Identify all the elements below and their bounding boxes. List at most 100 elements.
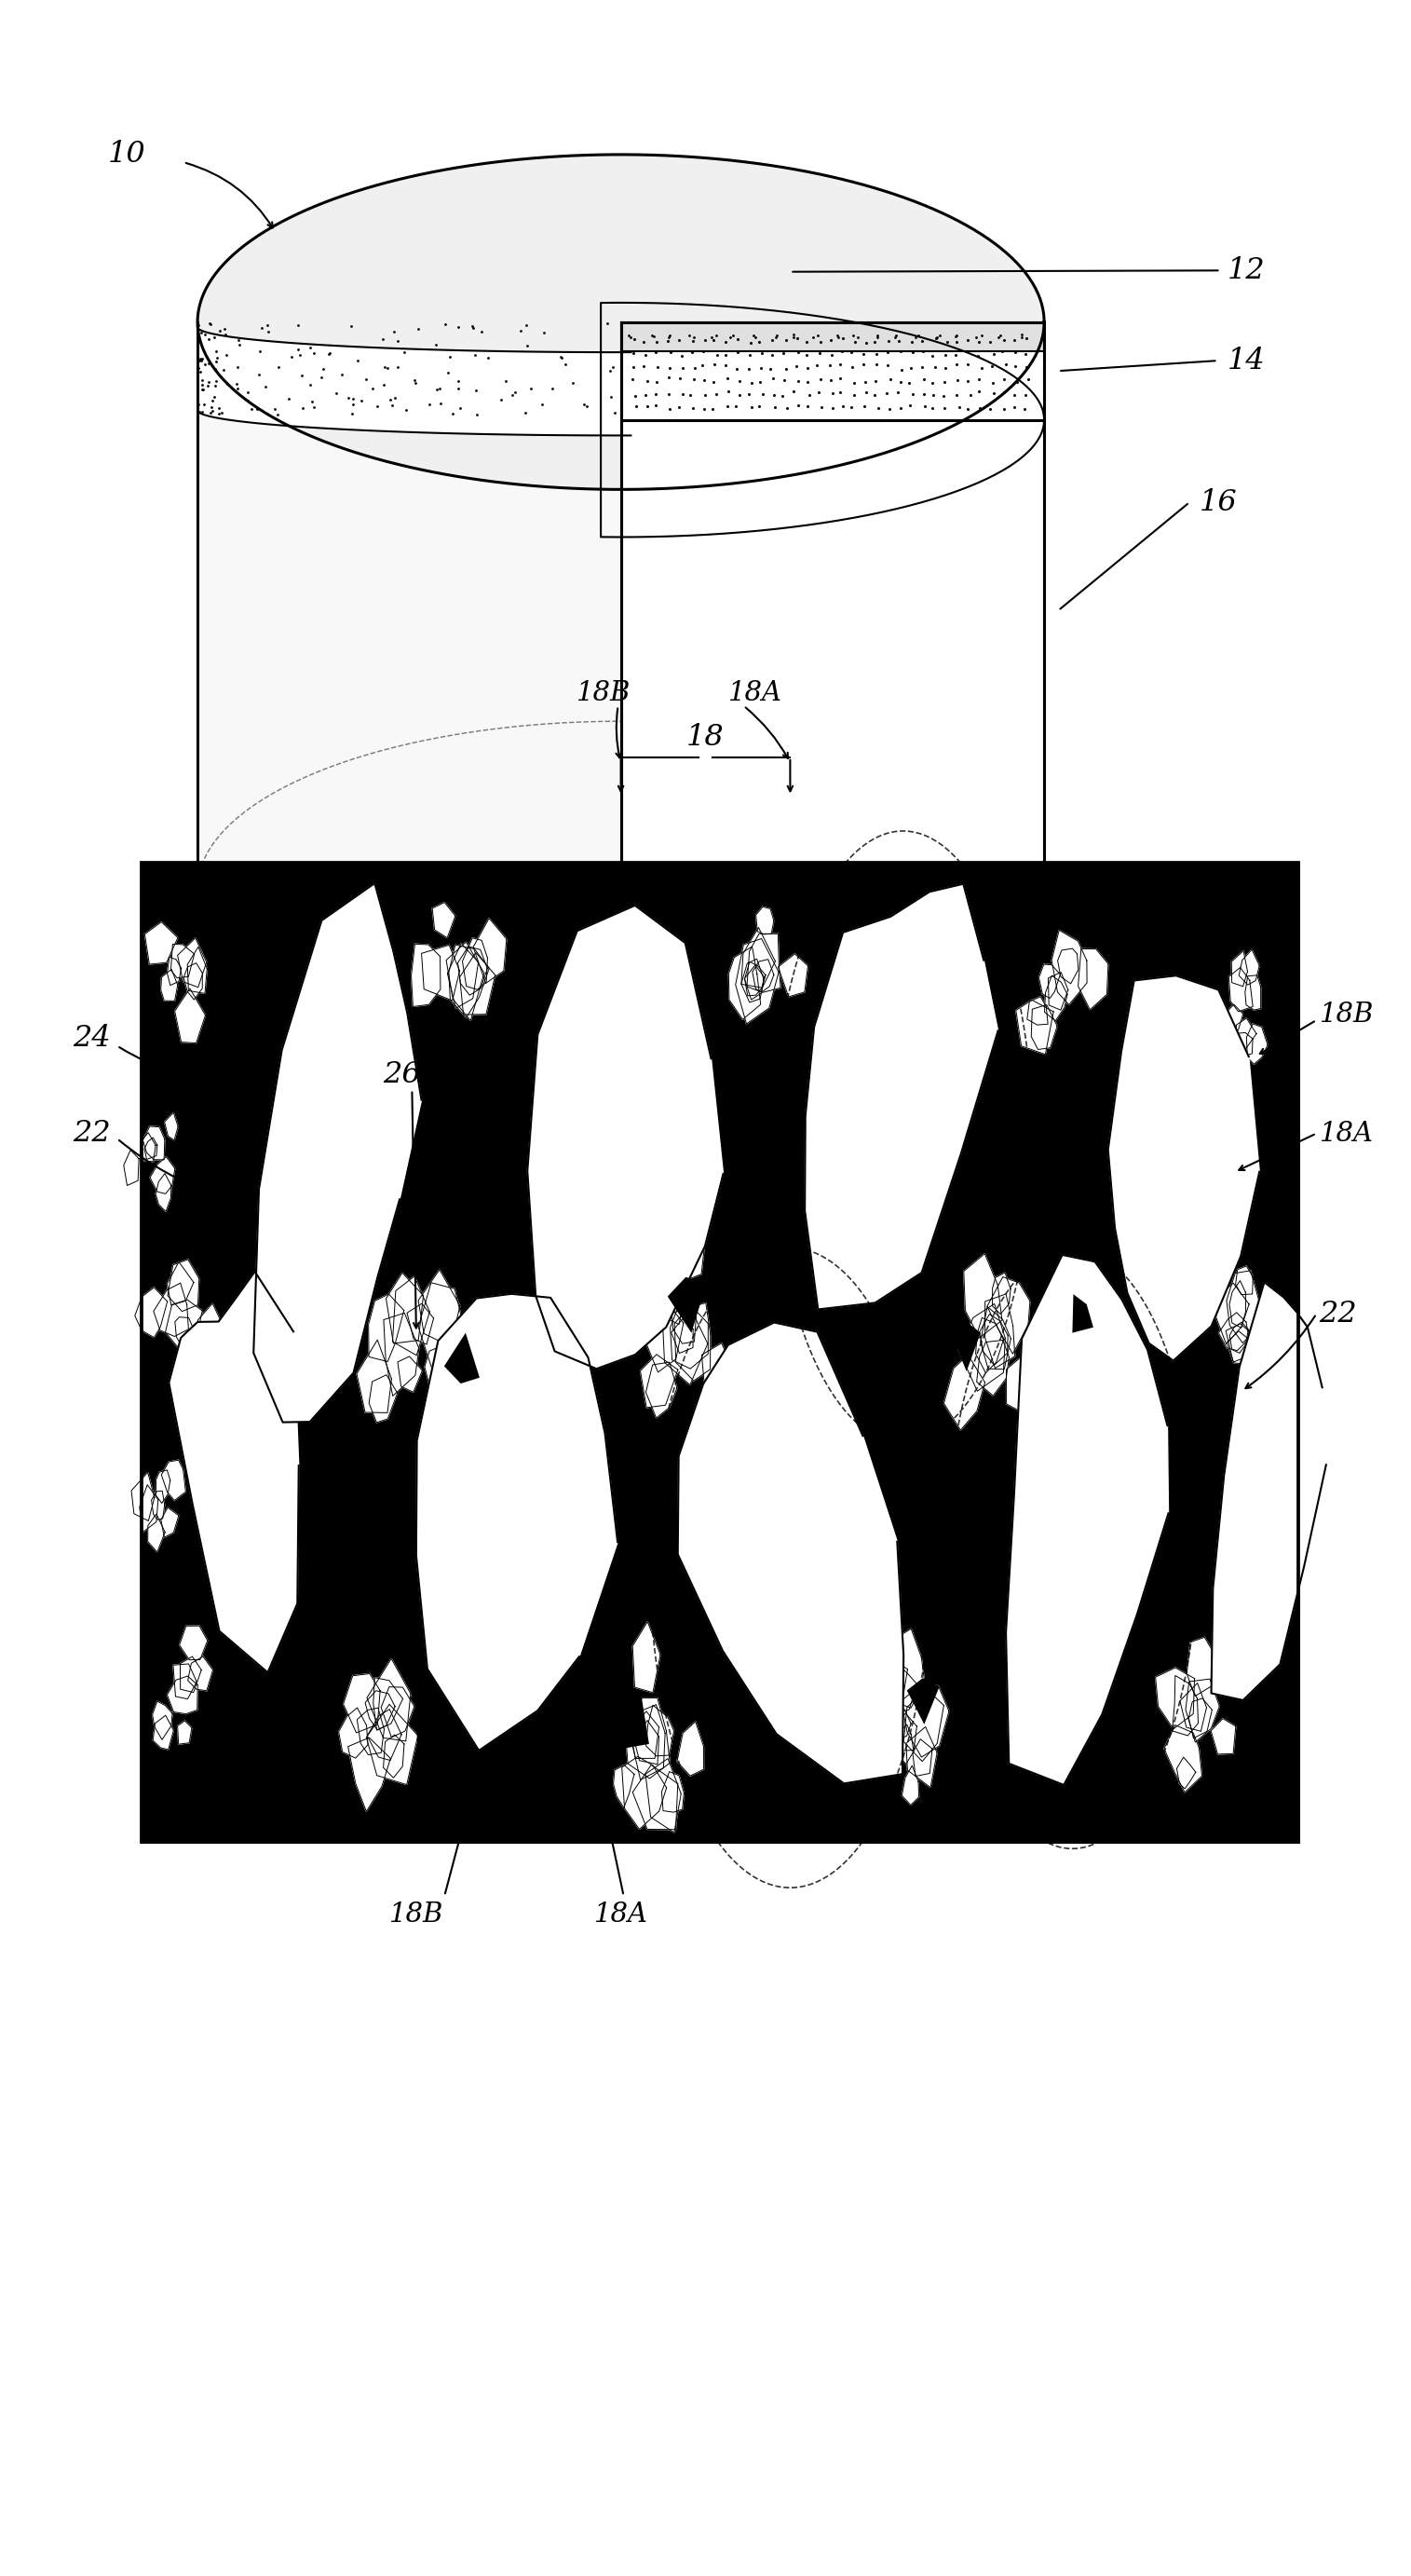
Polygon shape <box>645 1759 682 1832</box>
Polygon shape <box>981 1306 1010 1370</box>
Polygon shape <box>444 1332 480 1383</box>
Polygon shape <box>746 933 780 992</box>
Bar <box>621 420 1044 896</box>
Polygon shape <box>381 1687 415 1736</box>
Polygon shape <box>741 958 763 1002</box>
Polygon shape <box>672 1319 693 1352</box>
Polygon shape <box>1051 930 1086 1005</box>
Polygon shape <box>178 938 206 987</box>
Polygon shape <box>416 1723 442 1770</box>
Bar <box>141 863 1298 1842</box>
Polygon shape <box>181 1334 202 1368</box>
Polygon shape <box>878 1659 907 1708</box>
Polygon shape <box>387 1273 423 1345</box>
Polygon shape <box>166 1677 198 1713</box>
Polygon shape <box>148 1515 165 1551</box>
Polygon shape <box>632 1623 660 1692</box>
Polygon shape <box>473 917 507 984</box>
Polygon shape <box>367 1710 402 1759</box>
Polygon shape <box>741 927 775 987</box>
Polygon shape <box>166 1262 193 1306</box>
Text: 22: 22 <box>1319 1298 1357 1329</box>
Polygon shape <box>614 1765 634 1808</box>
Text: 18A: 18A <box>728 680 782 706</box>
Polygon shape <box>635 1721 659 1765</box>
Polygon shape <box>964 1255 1002 1337</box>
Polygon shape <box>1006 1355 1037 1414</box>
Polygon shape <box>418 1283 461 1373</box>
Polygon shape <box>621 1695 649 1749</box>
Text: 18: 18 <box>687 724 724 752</box>
Polygon shape <box>1027 997 1048 1025</box>
Polygon shape <box>1211 1718 1236 1754</box>
Polygon shape <box>677 1721 704 1775</box>
Polygon shape <box>357 1340 392 1412</box>
Polygon shape <box>349 1739 391 1811</box>
Polygon shape <box>641 1247 689 1324</box>
Polygon shape <box>1260 1319 1278 1358</box>
Polygon shape <box>154 1283 189 1337</box>
Polygon shape <box>902 1685 950 1757</box>
Polygon shape <box>888 1628 924 1708</box>
Polygon shape <box>903 1690 944 1762</box>
Polygon shape <box>667 1278 707 1332</box>
Polygon shape <box>889 1705 912 1739</box>
Polygon shape <box>777 953 809 997</box>
Polygon shape <box>1044 976 1067 1020</box>
Polygon shape <box>165 1301 202 1350</box>
Bar <box>621 322 1044 420</box>
Polygon shape <box>893 1713 917 1752</box>
Polygon shape <box>662 1309 708 1386</box>
Text: 22: 22 <box>73 1118 110 1149</box>
Polygon shape <box>175 1316 193 1347</box>
Polygon shape <box>367 1705 418 1785</box>
Polygon shape <box>460 953 495 1015</box>
Polygon shape <box>622 1757 666 1829</box>
Polygon shape <box>1016 999 1054 1054</box>
Text: 16: 16 <box>1199 487 1237 518</box>
Polygon shape <box>804 884 998 1309</box>
Polygon shape <box>432 902 456 938</box>
Polygon shape <box>411 943 440 1007</box>
Polygon shape <box>1245 976 1261 1010</box>
Polygon shape <box>907 1677 940 1723</box>
Polygon shape <box>367 1659 411 1741</box>
Polygon shape <box>188 1656 213 1690</box>
Polygon shape <box>422 945 460 999</box>
Polygon shape <box>625 1698 670 1777</box>
Polygon shape <box>1177 1757 1195 1788</box>
Polygon shape <box>151 1492 165 1520</box>
Text: 24: 24 <box>73 1023 110 1054</box>
Polygon shape <box>406 1303 433 1345</box>
Polygon shape <box>1164 1726 1202 1793</box>
Polygon shape <box>183 963 202 999</box>
Polygon shape <box>1236 1265 1253 1296</box>
Polygon shape <box>166 958 181 987</box>
Polygon shape <box>745 961 766 997</box>
Polygon shape <box>131 1473 154 1520</box>
Polygon shape <box>140 1133 155 1162</box>
Text: 18B: 18B <box>389 1901 443 1927</box>
Polygon shape <box>161 969 178 1002</box>
Polygon shape <box>958 1303 1005 1391</box>
Polygon shape <box>1185 1680 1219 1741</box>
Polygon shape <box>677 1321 903 1783</box>
Text: 18B: 18B <box>1319 1002 1374 1028</box>
Polygon shape <box>449 945 490 1018</box>
Polygon shape <box>446 943 484 1020</box>
Polygon shape <box>1180 1682 1206 1731</box>
Polygon shape <box>646 1705 674 1757</box>
Polygon shape <box>161 1507 179 1538</box>
Polygon shape <box>1108 976 1260 1360</box>
Polygon shape <box>735 938 779 1023</box>
Polygon shape <box>398 1358 422 1391</box>
Polygon shape <box>179 1625 207 1659</box>
Polygon shape <box>645 1303 683 1373</box>
Polygon shape <box>416 1293 618 1752</box>
Polygon shape <box>124 1149 138 1185</box>
Polygon shape <box>447 943 478 1007</box>
Polygon shape <box>957 1314 981 1370</box>
Polygon shape <box>528 904 724 1368</box>
Text: 12: 12 <box>1228 255 1266 286</box>
Text: 26: 26 <box>384 1059 420 1090</box>
